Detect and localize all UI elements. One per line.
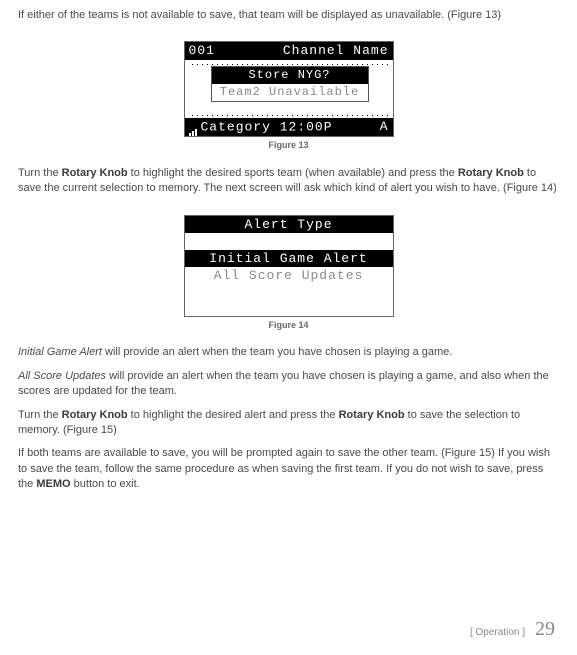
figure-13-wrap: 001 Channel Name Store NYG? Team2 Unavai… xyxy=(18,41,559,152)
lcd-bottom-row: Category 12:00P A xyxy=(185,118,393,136)
blank-row xyxy=(185,233,393,250)
italic-label: Initial Game Alert xyxy=(18,346,102,358)
page-footer: [ Operation ] 29 xyxy=(470,615,555,643)
popup-line-1: Store NYG? xyxy=(212,67,368,84)
page-number: 29 xyxy=(535,615,555,643)
txt: will provide an alert when the team you … xyxy=(102,346,452,358)
txt: Turn the xyxy=(18,167,62,179)
memo-button-label: MEMO xyxy=(36,478,70,490)
txt: button to exit. xyxy=(71,478,140,490)
txt: to highlight the desired sports team (wh… xyxy=(128,167,458,179)
intro-para: If either of the teams is not available … xyxy=(18,8,559,23)
channel-name: Channel Name xyxy=(283,42,389,60)
figure-13-caption: Figure 13 xyxy=(268,139,308,152)
popup-line-2: Team2 Unavailable xyxy=(212,84,368,101)
txt: to highlight the desired alert and press… xyxy=(128,409,339,421)
noise-row-bottom xyxy=(188,111,390,118)
alert-type-title: Alert Type xyxy=(185,216,393,233)
section-label: [ Operation ] xyxy=(470,626,525,640)
bottom-right-text: A xyxy=(380,118,389,136)
lcd-top-row: 001 Channel Name xyxy=(185,42,393,60)
rotary-knob-label: Rotary Knob xyxy=(458,167,524,179)
popup-box: Store NYG? Team2 Unavailable xyxy=(211,66,369,102)
channel-number: 001 xyxy=(189,43,215,58)
para-all-score: All Score Updates will provide an alert … xyxy=(18,369,559,400)
rotary-knob-label: Rotary Knob xyxy=(339,409,405,421)
para-initial-game: Initial Game Alert will provide an alert… xyxy=(18,345,559,360)
txt: Turn the xyxy=(18,409,62,421)
rotary-knob-label: Rotary Knob xyxy=(62,167,128,179)
blank-bottom xyxy=(185,284,393,316)
signal-bars-icon xyxy=(189,118,198,136)
rotary-knob-label: Rotary Knob xyxy=(62,409,128,421)
figure-14-caption: Figure 14 xyxy=(268,319,308,332)
alert-option-selected: Initial Game Alert xyxy=(185,250,393,267)
figure-14-wrap: Alert Type Initial Game Alert All Score … xyxy=(18,215,559,332)
italic-label: All Score Updates xyxy=(18,370,106,382)
figure-14-lcd: Alert Type Initial Game Alert All Score … xyxy=(184,215,394,317)
figure-13-lcd: 001 Channel Name Store NYG? Team2 Unavai… xyxy=(184,41,394,137)
bottom-center-text: Category 12:00P xyxy=(201,120,333,135)
alert-option-other: All Score Updates xyxy=(185,267,393,284)
mid-para: Turn the Rotary Knob to highlight the de… xyxy=(18,166,559,197)
para-both-teams: If both teams are available to save, you… xyxy=(18,446,559,492)
para-turn-knob: Turn the Rotary Knob to highlight the de… xyxy=(18,408,559,439)
